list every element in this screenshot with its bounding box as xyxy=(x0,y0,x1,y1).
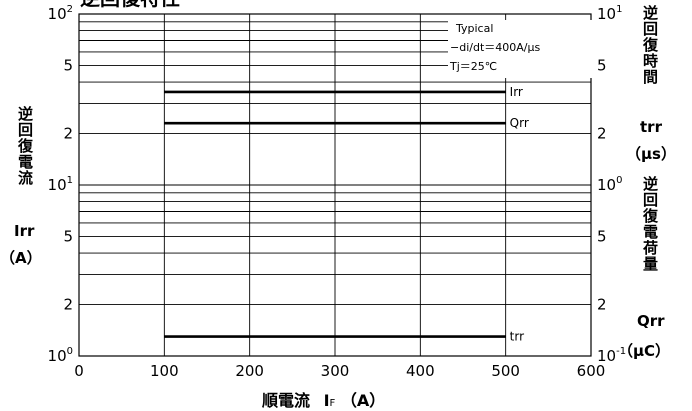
annotation-box: Typical −di/dt＝400A/μs Tj＝25℃ xyxy=(448,20,592,78)
left-y-tick-label: 2 xyxy=(63,125,73,143)
frame-layer xyxy=(78,13,592,357)
right-axis-symbol-trr: trr xyxy=(640,118,662,136)
series-label-trr: trr xyxy=(510,330,524,344)
series-label-qrr: Qrr xyxy=(510,116,529,130)
chart-title: 逆回復特性 xyxy=(80,0,180,8)
x-tick-label: 600 xyxy=(577,362,606,380)
left-y-tick-label: 5 xyxy=(63,227,73,245)
series-label-irr: Irr xyxy=(510,85,523,99)
x-tick-label: 500 xyxy=(491,362,520,380)
x-axis-title-text: 順電流 xyxy=(262,391,311,410)
right-y-tick-label: 5 xyxy=(597,56,607,74)
left-y-tick-label: 100 xyxy=(48,346,73,365)
x-tick-label: 300 xyxy=(321,362,350,380)
x-tick-label: 100 xyxy=(150,362,179,380)
left-axis-unit: （A） xyxy=(0,249,42,267)
x-tick-label: 200 xyxy=(235,362,264,380)
right-y-tick-label: 2 xyxy=(597,296,607,314)
left-y-tick-label: 102 xyxy=(48,4,73,23)
right-axis-title-qrr: 逆回復電荷量 xyxy=(641,176,659,272)
right-y-tick-label: 100 xyxy=(597,175,622,194)
ticklabel-layer: 0 100 200 300 400 500 600100251012510210-12510… xyxy=(48,4,627,380)
grid-layer xyxy=(79,14,591,356)
x-tick-label: 0 xyxy=(74,362,84,380)
left-y-tick-label: 2 xyxy=(63,296,73,314)
x-tick-label: 400 xyxy=(406,362,435,380)
left-y-tick-label: 5 xyxy=(63,56,73,74)
plot-frame xyxy=(78,13,592,357)
right-y-tick-label: 5 xyxy=(597,227,607,245)
right-y-tick-label: 2 xyxy=(597,125,607,143)
annotation-didt: −di/dt＝400A/μs xyxy=(448,39,543,55)
annotation-tj: Tj＝25℃ xyxy=(448,58,500,74)
x-axis-unit: （A） xyxy=(340,391,386,410)
x-axis-symbol: IF xyxy=(323,391,336,410)
right-axis-unit-trr: （μs） xyxy=(626,145,676,163)
left-axis-title: 逆回復電流 xyxy=(16,106,34,186)
left-axis-symbol: Irr xyxy=(14,222,35,240)
right-axis-symbol-qrr: Qrr xyxy=(637,312,665,330)
right-axis-unit-qrr: （μC） xyxy=(618,342,671,360)
right-y-tick-label: 10-1 xyxy=(597,346,626,365)
right-axis-title-trr: 逆回復時間 xyxy=(641,5,659,85)
right-y-tick-label: 101 xyxy=(597,4,622,23)
annotation-typical: Typical xyxy=(454,22,496,35)
left-y-tick-label: 101 xyxy=(48,175,73,194)
series-layer: Irr Qrr trr xyxy=(164,85,529,344)
x-axis-title: 順電流 IF （A） xyxy=(262,387,385,411)
